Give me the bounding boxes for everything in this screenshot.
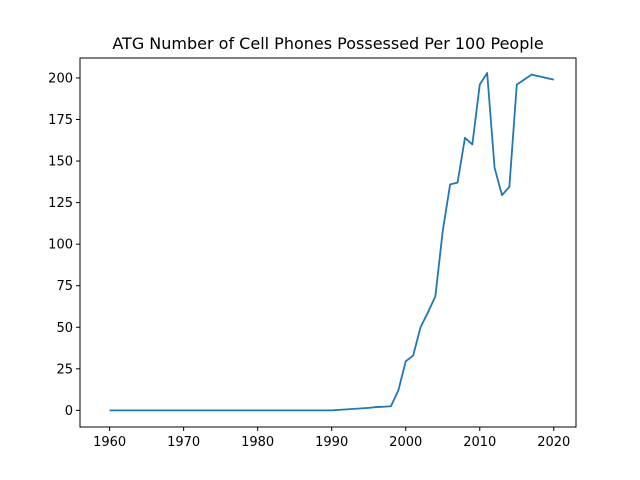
y-tick-label: 125 [48, 196, 73, 211]
y-tick-label: 0 [65, 404, 73, 419]
y-tick-label: 175 [48, 113, 73, 128]
series-layer [109, 72, 554, 412]
x-tick-label: 2020 [537, 435, 570, 450]
y-tick-label: 75 [56, 279, 73, 294]
x-tick-label: 1970 [167, 435, 200, 450]
x-tick-label: 1980 [241, 435, 274, 450]
x-tick-label: 1990 [315, 435, 348, 450]
y-axis: 0 25 50 75 100 125 150 175 200 [48, 71, 80, 419]
series-line-0 [109, 72, 554, 412]
x-axis: 1960 1970 1980 1990 2000 2010 2020 [93, 427, 570, 450]
plot-frame [79, 57, 577, 428]
x-tick-label: 1960 [93, 435, 126, 450]
chart-title: ATG Number of Cell Phones Possessed Per … [112, 34, 543, 53]
y-tick-label: 100 [48, 238, 73, 253]
y-tick-label: 25 [56, 362, 73, 377]
y-tick-label: 50 [56, 321, 73, 336]
y-tick-label: 200 [48, 71, 73, 86]
x-tick-label: 2000 [389, 435, 422, 450]
y-tick-label: 150 [48, 155, 73, 170]
x-tick-label: 2010 [463, 435, 496, 450]
